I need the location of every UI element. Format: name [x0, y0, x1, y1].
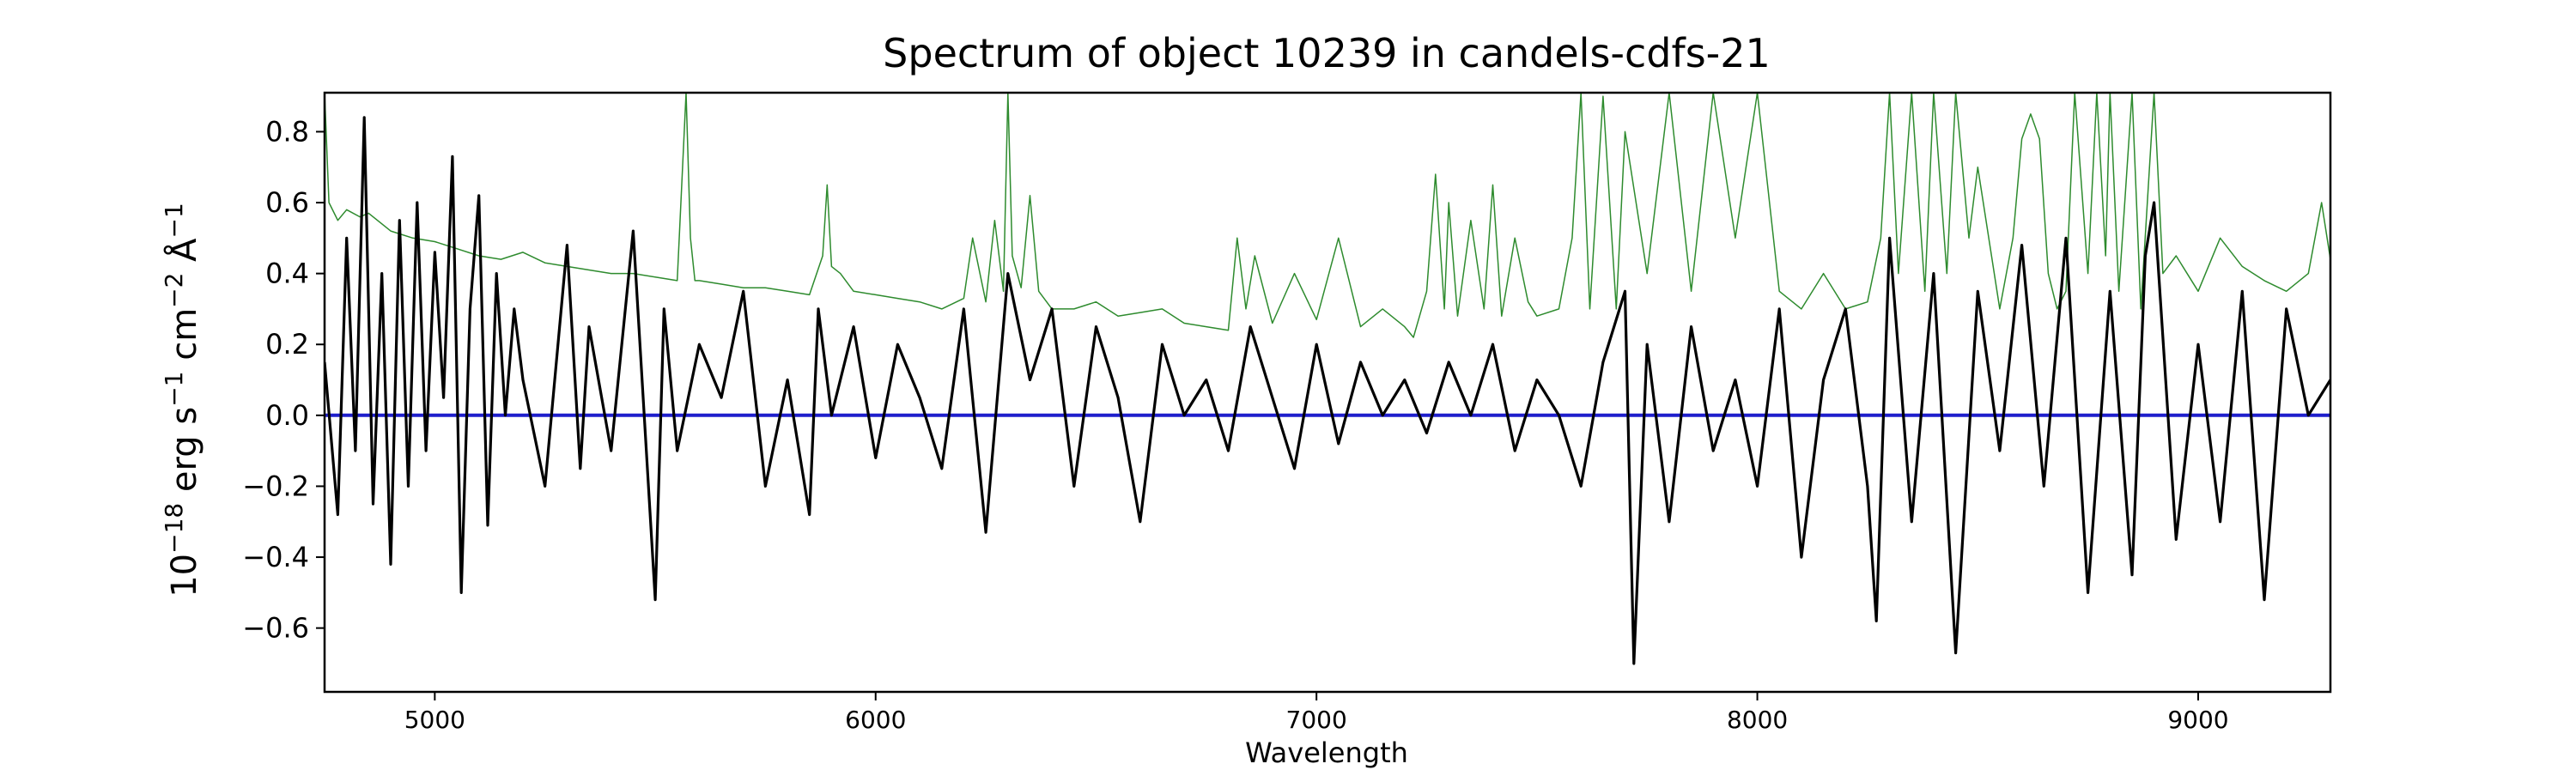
y-axis-label-text3: Å — [163, 238, 204, 273]
y-axis-label-text2: cm — [165, 308, 204, 372]
x-axis-label: Wavelength — [1245, 737, 1408, 769]
y-tick-label: 0.6 — [265, 186, 309, 219]
series-flux-line — [325, 116, 2330, 665]
chart-title: Spectrum of object 10239 in candels-cdfs… — [883, 30, 1771, 76]
y-axis-label-exp2: −1 — [160, 372, 188, 407]
y-tick-label: −0.4 — [242, 541, 309, 573]
y-axis-label-exp1: −18 — [160, 503, 188, 554]
plot-frame — [323, 91, 2332, 694]
y-tick-label: 0.0 — [265, 399, 309, 432]
y-axis-label-exp4: −1 — [160, 203, 188, 238]
x-tick-label: 6000 — [845, 706, 906, 734]
series-layer — [325, 93, 2330, 665]
y-axis-label: 10−18 erg s−1 cm−2 Å−1 — [160, 203, 204, 597]
y-tick-label: 0.8 — [265, 115, 309, 148]
x-tick-label: 5000 — [404, 706, 465, 734]
y-ticks: 0.8 0.6 0.4 0.2 0.0 −0.2 −0.4 −0.6 — [242, 115, 325, 645]
x-tick-label: 7000 — [1286, 706, 1347, 734]
series-uncertainty-line — [325, 93, 2330, 338]
y-tick-label: 0.2 — [265, 328, 309, 361]
y-tick-label: −0.2 — [242, 470, 309, 502]
y-tick-label: −0.6 — [242, 612, 309, 645]
x-tick-label: 8000 — [1727, 706, 1788, 734]
y-axis-label-exp3: −2 — [160, 273, 188, 308]
y-axis-label-text1: erg s — [165, 407, 204, 503]
x-ticks: 5000 6000 7000 8000 9000 — [404, 692, 2229, 734]
y-tick-label: 0.4 — [265, 258, 309, 290]
y-axis-label-base: 10 — [165, 554, 204, 597]
x-tick-label: 9000 — [2167, 706, 2228, 734]
